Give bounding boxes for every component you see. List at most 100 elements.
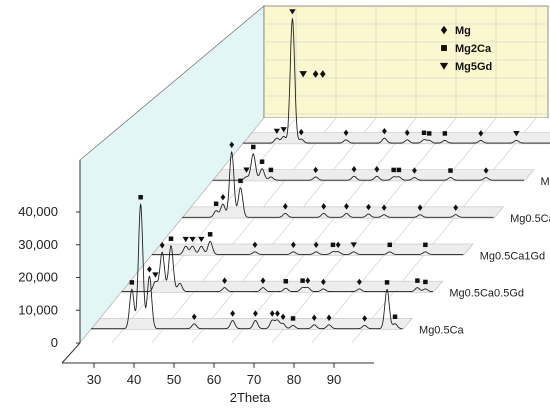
square-marker xyxy=(423,279,428,285)
diamond-marker xyxy=(252,241,258,249)
x-tick-label: 70 xyxy=(247,372,261,387)
floor-gridline xyxy=(151,117,337,344)
diamond-marker xyxy=(313,166,319,174)
x-tick-label: 30 xyxy=(87,372,101,387)
diamond-marker xyxy=(412,167,417,174)
diamond-marker xyxy=(478,130,484,137)
square-marker xyxy=(259,159,265,164)
diamond-marker xyxy=(374,166,380,173)
chart-legend: Mg Mg2Ca Mg5Gd xyxy=(299,25,492,78)
diamond-marker xyxy=(147,266,152,273)
diamond-marker xyxy=(344,203,349,210)
diamond-marker xyxy=(269,310,275,317)
diamond-marker xyxy=(483,167,489,174)
square-marker xyxy=(268,167,274,173)
diamond-marker xyxy=(381,204,387,211)
diamond-marker xyxy=(326,314,332,321)
y-tick-label: 30,000 xyxy=(18,237,58,252)
y-tick-label: 40,000 xyxy=(18,204,58,219)
square-marker xyxy=(441,45,447,51)
triangle-down-marker xyxy=(273,128,281,135)
diamond-marker xyxy=(282,203,288,210)
y-tick-label: 20,000 xyxy=(18,270,58,285)
square-marker xyxy=(283,279,289,284)
series-strip xyxy=(211,169,535,182)
diamond-marker xyxy=(351,166,357,173)
diamond-marker xyxy=(159,242,165,249)
x-tick-label: 90 xyxy=(327,372,341,387)
series-Mg0.5Ca0.5Gd: Mg0.5Ca0.5Gd xyxy=(120,236,524,299)
series-Mg0.5Ca1.5Gd: Mg0.5Ca1.5Gd xyxy=(181,141,550,225)
triangle-down-marker xyxy=(350,242,357,248)
diamond-marker xyxy=(230,310,236,317)
triangle-down-marker xyxy=(198,236,205,243)
series-label: Mg0.5Ca0.5Gd xyxy=(449,287,524,299)
y-tick-label: 0 xyxy=(51,335,58,350)
floor-gridline xyxy=(191,117,377,344)
triangle-down-marker xyxy=(299,71,307,78)
square-marker xyxy=(427,131,432,136)
square-marker xyxy=(396,167,402,173)
triangle-down-marker xyxy=(289,9,296,15)
diamond-marker xyxy=(362,315,368,322)
square-marker xyxy=(238,178,243,184)
legend-label-Mg2Ca: Mg2Ca xyxy=(455,43,492,55)
series-label: Mg0.5Ca1Gd xyxy=(480,250,545,262)
y-tick-label: 10,000 xyxy=(18,302,58,317)
triangle-down-marker xyxy=(189,236,196,243)
square-marker xyxy=(129,280,135,285)
series-strip xyxy=(120,280,444,293)
axis-depth-edge xyxy=(61,342,81,364)
diamond-marker xyxy=(382,127,387,135)
diamond-marker xyxy=(440,25,448,35)
chart-series: Mg0.5Ca3Gd Mg0.5Ca2Gd Mg0.5Ca1.5Gd Mg0.5Ca1… xyxy=(90,9,550,337)
series-line xyxy=(182,150,494,218)
series-line xyxy=(121,244,433,293)
back-wall xyxy=(263,5,549,119)
series-strip xyxy=(151,243,474,256)
square-marker xyxy=(330,242,336,248)
floor-gridline xyxy=(271,117,457,344)
square-marker xyxy=(207,232,213,237)
legend-label-Mg5Gd: Mg5Gd xyxy=(455,61,492,73)
square-marker xyxy=(251,144,256,150)
diamond-marker xyxy=(220,194,226,201)
diamond-marker xyxy=(253,310,258,317)
triangle-down-marker xyxy=(439,62,449,70)
floor-gridline xyxy=(311,117,497,344)
diamond-marker xyxy=(222,277,227,284)
diamond-marker xyxy=(335,241,341,249)
square-marker xyxy=(391,167,396,173)
x-tick-label: 60 xyxy=(207,372,221,387)
diamond-marker xyxy=(229,141,235,149)
series-Mg0.5Ca1Gd: Mg0.5Ca1Gd xyxy=(151,232,545,262)
chart-axes: 0 10,000 20,000 30,000 40,000 30 40 50 60 70 80 90 xyxy=(18,160,374,387)
x-tick-label: 50 xyxy=(167,372,181,387)
square-marker xyxy=(423,242,428,248)
square-marker xyxy=(168,236,174,241)
diamond-marker xyxy=(404,129,410,136)
diamond-marker xyxy=(321,278,326,286)
series-line xyxy=(212,153,524,181)
floor-gridline xyxy=(111,117,297,344)
square-marker xyxy=(290,316,296,321)
square-marker xyxy=(384,280,390,285)
diamond-marker xyxy=(313,241,319,249)
series-label: Mg0.5Ca2Gd xyxy=(540,176,550,188)
diamond-marker xyxy=(366,203,371,211)
legend-label-Mg: Mg xyxy=(455,25,471,37)
square-marker xyxy=(300,278,305,283)
diamond-marker xyxy=(343,129,349,136)
square-marker xyxy=(442,131,448,136)
triangle-down-marker xyxy=(182,236,189,243)
square-marker xyxy=(392,314,398,320)
series-strip xyxy=(242,132,550,145)
square-marker xyxy=(421,130,427,136)
diamond-marker xyxy=(290,241,296,249)
square-marker xyxy=(415,278,420,283)
triangle-down-marker xyxy=(152,272,159,278)
series-line xyxy=(151,240,464,255)
diamond-marker xyxy=(321,203,327,210)
diamond-marker xyxy=(260,277,266,284)
